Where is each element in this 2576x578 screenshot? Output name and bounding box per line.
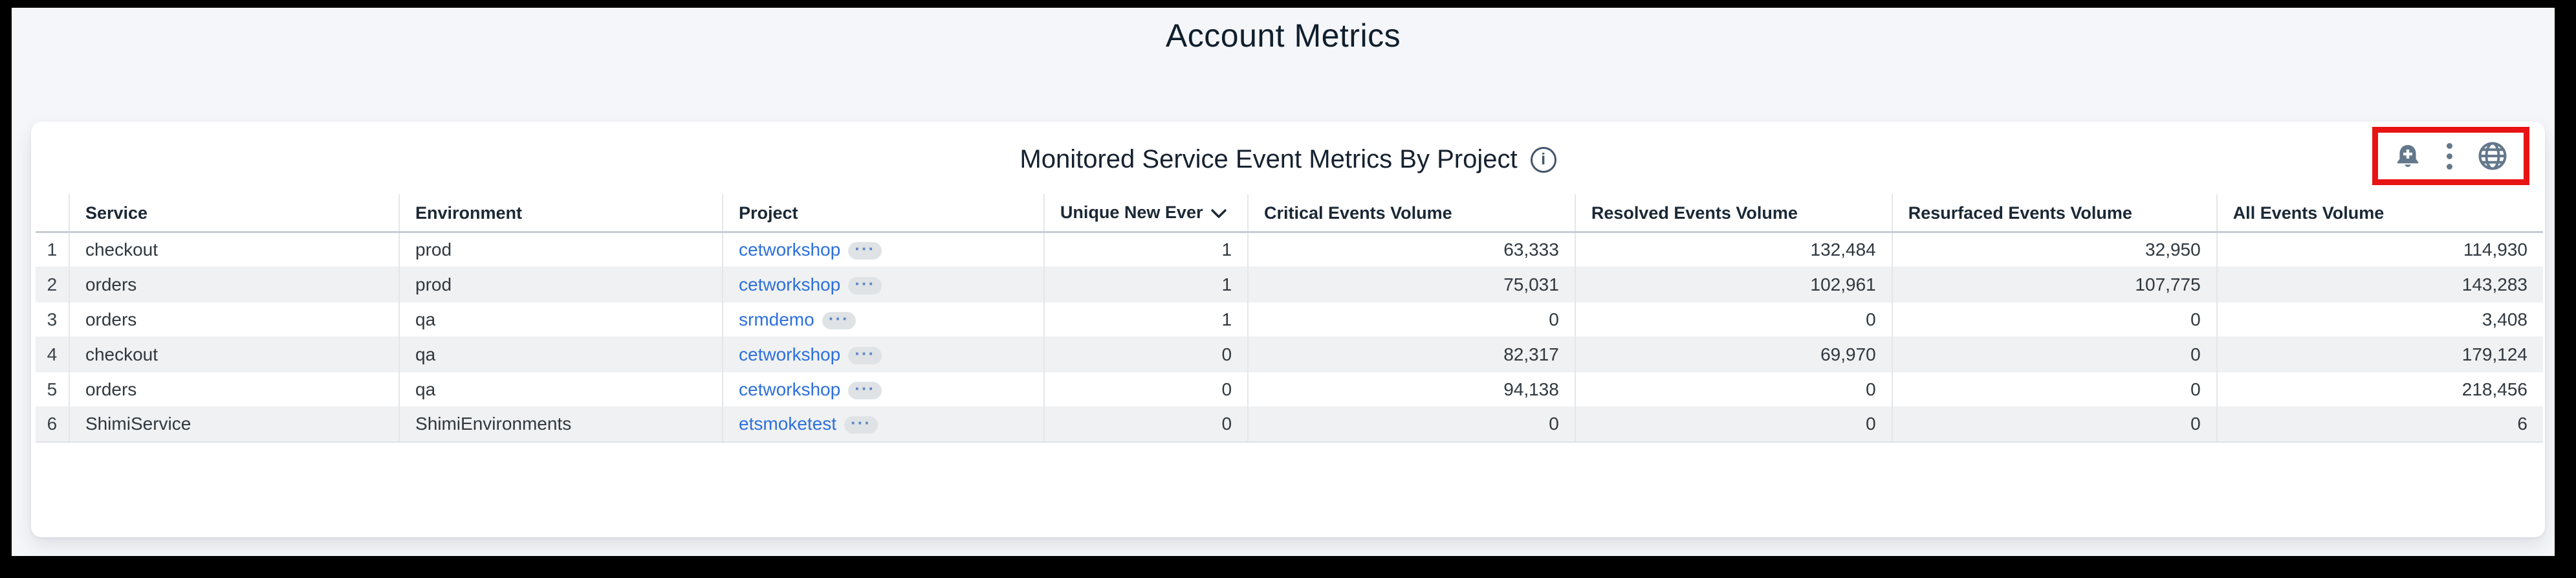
service-cell: orders — [68, 372, 400, 407]
row-number: 5 — [36, 372, 69, 407]
all-events-volume-cell: 179,124 — [2216, 337, 2543, 372]
critical-events-volume-cell: 75,031 — [1247, 267, 1575, 302]
row-number: 4 — [36, 337, 69, 372]
environment-cell: qa — [398, 302, 723, 337]
table-row: 6 ShimiService ShimiEnvironments etsmoke… — [36, 406, 2543, 443]
column-header-environment[interactable]: Environment — [398, 194, 723, 233]
project-cell: etsmoketest ··· — [722, 406, 1044, 443]
table-row: 5 orders qa cetworkshop ··· 0 94,138 0 0 … — [36, 372, 2543, 407]
create-monitor-bell-icon[interactable] — [2394, 142, 2422, 170]
table-row: 2 orders prod cetworkshop ··· 1 75,031 10… — [36, 267, 2543, 302]
unique-new-events-cell: 0 — [1043, 372, 1249, 407]
environment-cell: qa — [398, 337, 723, 372]
globe-icon[interactable] — [2477, 140, 2508, 172]
project-link[interactable]: etsmoketest — [739, 414, 836, 434]
service-cell: checkout — [68, 232, 400, 267]
critical-events-volume-cell: 94,138 — [1247, 372, 1575, 407]
resolved-events-volume-cell: 69,970 — [1574, 337, 1892, 372]
project-more-pill[interactable]: ··· — [848, 239, 882, 260]
project-more-pill[interactable]: ··· — [844, 413, 878, 434]
column-header-resolved-events-volume[interactable]: Resolved Events Volume — [1574, 194, 1892, 233]
row-number: 3 — [36, 302, 69, 337]
project-more-pill[interactable]: ··· — [848, 379, 882, 399]
resurfaced-events-volume-cell: 0 — [1891, 372, 2217, 407]
column-header-unique-new-events-label: Unique New Ever — [1060, 203, 1203, 222]
info-icon-glyph: i — [1541, 150, 1546, 168]
project-link[interactable]: cetworkshop — [739, 379, 841, 399]
row-number: 2 — [36, 267, 69, 302]
column-header-unique-new-events[interactable]: Unique New Ever — [1043, 194, 1249, 233]
row-number: 6 — [36, 406, 69, 443]
widget-panel: Monitored Service Event Metrics By Proje… — [31, 122, 2545, 537]
service-cell: orders — [68, 267, 400, 302]
project-cell: srmdemo ··· — [722, 302, 1044, 337]
unique-new-events-cell: 1 — [1043, 232, 1249, 267]
service-cell: ShimiService — [68, 406, 400, 443]
project-cell: cetworkshop ··· — [722, 267, 1044, 302]
environment-cell: ShimiEnvironments — [398, 406, 723, 443]
resurfaced-events-volume-cell: 0 — [1891, 337, 2217, 372]
service-cell: orders — [68, 302, 400, 337]
environment-cell: qa — [398, 372, 723, 407]
project-link[interactable]: cetworkshop — [739, 344, 841, 364]
project-cell: cetworkshop ··· — [722, 232, 1044, 267]
resurfaced-events-volume-cell: 32,950 — [1891, 232, 2217, 267]
unique-new-events-cell: 0 — [1043, 406, 1249, 443]
all-events-volume-cell: 114,930 — [2216, 232, 2543, 267]
dashboard-background: Account Metrics Monitored Service Event … — [12, 8, 2555, 556]
critical-events-volume-cell: 0 — [1247, 302, 1575, 337]
critical-events-volume-cell: 82,317 — [1247, 337, 1575, 372]
resurfaced-events-volume-cell: 107,775 — [1891, 267, 2217, 302]
project-link[interactable]: cetworkshop — [739, 274, 841, 295]
project-more-pill[interactable]: ··· — [848, 274, 882, 295]
row-number: 1 — [36, 232, 69, 267]
resolved-events-volume-cell: 0 — [1574, 406, 1892, 443]
critical-events-volume-cell: 0 — [1247, 406, 1575, 443]
info-icon[interactable]: i — [1530, 146, 1556, 173]
column-header-resurfaced-events-volume[interactable]: Resurfaced Events Volume — [1891, 194, 2217, 233]
unique-new-events-cell: 1 — [1043, 267, 1249, 302]
widget-title-row: Monitored Service Event Metrics By Proje… — [31, 145, 2545, 174]
table-row: 3 orders qa srmdemo ··· 1 0 0 0 3,408 — [36, 302, 2543, 337]
all-events-volume-cell: 6 — [2216, 406, 2543, 443]
resurfaced-events-volume-cell: 0 — [1891, 406, 2217, 443]
column-header-all-events-volume[interactable]: All Events Volume — [2216, 194, 2543, 233]
project-more-pill[interactable]: ··· — [822, 309, 856, 329]
resolved-events-volume-cell: 102,961 — [1574, 267, 1892, 302]
row-number-header — [36, 194, 69, 233]
resolved-events-volume-cell: 0 — [1574, 372, 1892, 407]
all-events-volume-cell: 143,283 — [2216, 267, 2543, 302]
project-more-pill[interactable]: ··· — [848, 344, 882, 364]
widget-title: Monitored Service Event Metrics By Proje… — [1020, 145, 1518, 173]
unique-new-events-cell: 1 — [1043, 302, 1249, 337]
project-link[interactable]: srmdemo — [739, 309, 814, 329]
sort-descending-icon — [1210, 204, 1227, 223]
column-header-service[interactable]: Service — [68, 194, 400, 233]
resolved-events-volume-cell: 0 — [1574, 302, 1892, 337]
table-header-row: Service Environment Project Unique New E… — [36, 194, 2543, 233]
table-row: 1 checkout prod cetworkshop ··· 1 63,333 … — [36, 232, 2543, 267]
critical-events-volume-cell: 63,333 — [1247, 232, 1575, 267]
unique-new-events-cell: 0 — [1043, 337, 1249, 372]
project-cell: cetworkshop ··· — [722, 372, 1044, 407]
kebab-menu-icon[interactable] — [2445, 142, 2454, 170]
toolbar-highlight-box — [2372, 127, 2529, 185]
column-header-critical-events-volume[interactable]: Critical Events Volume — [1247, 194, 1575, 233]
column-header-project[interactable]: Project — [722, 194, 1044, 233]
resolved-events-volume-cell: 132,484 — [1574, 232, 1892, 267]
page-title: Account Metrics — [1165, 17, 1401, 54]
service-cell: checkout — [68, 337, 400, 372]
project-cell: cetworkshop ··· — [722, 337, 1044, 372]
environment-cell: prod — [398, 267, 723, 302]
all-events-volume-cell: 218,456 — [2216, 372, 2543, 407]
metrics-table: Service Environment Project Unique New E… — [36, 194, 2543, 443]
project-link[interactable]: cetworkshop — [739, 239, 841, 260]
environment-cell: prod — [398, 232, 723, 267]
all-events-volume-cell: 3,408 — [2216, 302, 2543, 337]
table-row: 4 checkout qa cetworkshop ··· 0 82,317 69… — [36, 337, 2543, 372]
resurfaced-events-volume-cell: 0 — [1891, 302, 2217, 337]
